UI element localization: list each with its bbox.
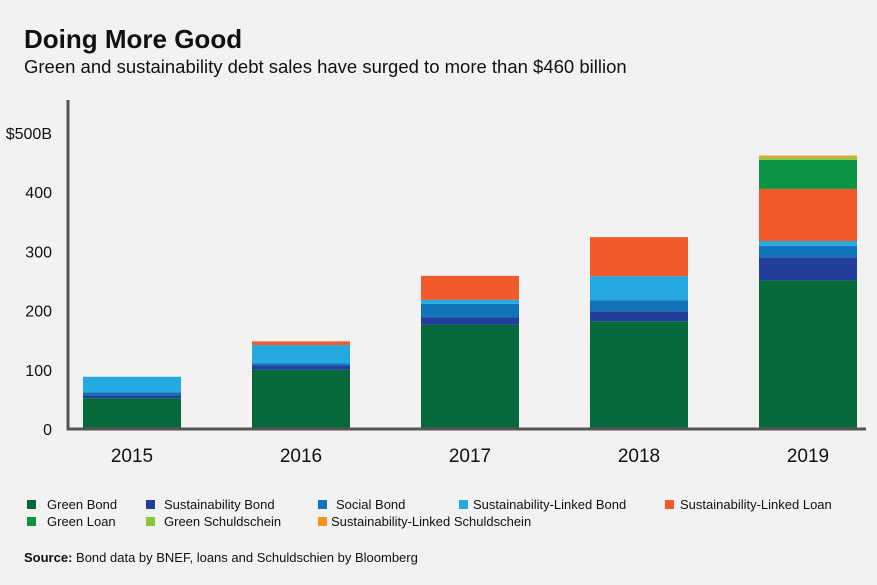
bar-segment-green-bond-2019 [759, 280, 857, 429]
y-tick-label: 100 [25, 363, 52, 380]
bar-segment-sustainability-linked-loan-2017 [421, 275, 519, 300]
legend-swatch [146, 500, 155, 509]
legend-label: Sustainability-Linked Schuldschein [331, 514, 532, 529]
legend-swatch [318, 517, 327, 526]
legend-label: Social Bond [336, 497, 406, 512]
legend-label: Green Schuldschein [164, 514, 282, 529]
x-tick-label: 2017 [449, 446, 491, 467]
source-note: Source: Bond data by BNEF, loans and Sch… [24, 550, 418, 565]
legend-label: Sustainability-Linked Loan [680, 497, 832, 512]
legend-label: Green Loan [47, 514, 116, 529]
bar-segment-green-bond-2015 [83, 398, 181, 429]
legend-label: Sustainability-Linked Bond [473, 497, 627, 512]
bar-segment-social-bond-2016 [252, 363, 350, 366]
x-tick-label: 2016 [280, 446, 322, 467]
bar-segment-sustainability-linked-loan-2016 [252, 341, 350, 346]
y-tick-label: 0 [43, 422, 52, 439]
bar-segment-social-bond-2019 [759, 245, 857, 258]
legend-swatch [318, 500, 327, 509]
legend-swatch [146, 517, 155, 526]
bar-segment-green-bond-2017 [421, 324, 519, 429]
y-tick-label: 300 [25, 244, 52, 261]
x-tick-label: 2018 [618, 446, 660, 467]
legend-swatch [459, 500, 468, 509]
chart-title: Doing More Good [24, 24, 243, 54]
bar-segment-sustainability-bond-2019 [759, 257, 857, 281]
bar-segment-social-bond-2017 [421, 303, 519, 318]
bar-segment-sustainability-bond-2018 [590, 311, 688, 322]
bar-segment-social-bond-2015 [83, 392, 181, 396]
bar-segment-sustainability-linked-bond-2015 [83, 376, 181, 393]
bar-segment-social-bond-2018 [590, 300, 688, 312]
legend-label: Green Bond [47, 497, 118, 512]
y-tick-label: $500B [6, 126, 52, 143]
source-label: Source: [24, 550, 73, 565]
x-tick-label: 2015 [111, 446, 153, 467]
legend-swatch [27, 500, 36, 509]
bar-segment-green-bond-2016 [252, 369, 350, 429]
bar-segment-sustainability-linked-bond-2019 [759, 241, 857, 246]
y-tick-label: 400 [25, 185, 52, 202]
bar-segment-sustainability-bond-2015 [83, 395, 181, 399]
legend-swatch [27, 517, 36, 526]
bar-segment-sustainability-linked-bond-2018 [590, 276, 688, 301]
legend-swatch [665, 500, 674, 509]
bar-segment-sustainability-bond-2016 [252, 365, 350, 370]
bar-segment-green-loan-2019 [759, 159, 857, 189]
chart-subtitle: Green and sustainability debt sales have… [24, 56, 627, 77]
bar-segment-sustainability-linked-schuldschein-2019 [759, 155, 857, 158]
bar-segment-green-bond-2018 [590, 321, 688, 429]
bar-segment-sustainability-linked-bond-2017 [421, 299, 519, 304]
bar-segment-sustainability-linked-loan-2019 [759, 188, 857, 242]
y-tick-label: 200 [25, 304, 52, 321]
bar-segment-sustainability-linked-loan-2018 [590, 237, 688, 277]
bar-segment-green-schuldschein-2019 [759, 157, 857, 160]
x-tick-label: 2019 [787, 446, 829, 467]
bar-segment-sustainability-bond-2017 [421, 317, 519, 325]
source-text: Bond data by BNEF, loans and Schuldschie… [72, 550, 418, 565]
legend-label: Sustainability Bond [164, 497, 275, 512]
bar-segment-sustainability-linked-bond-2016 [252, 345, 350, 364]
